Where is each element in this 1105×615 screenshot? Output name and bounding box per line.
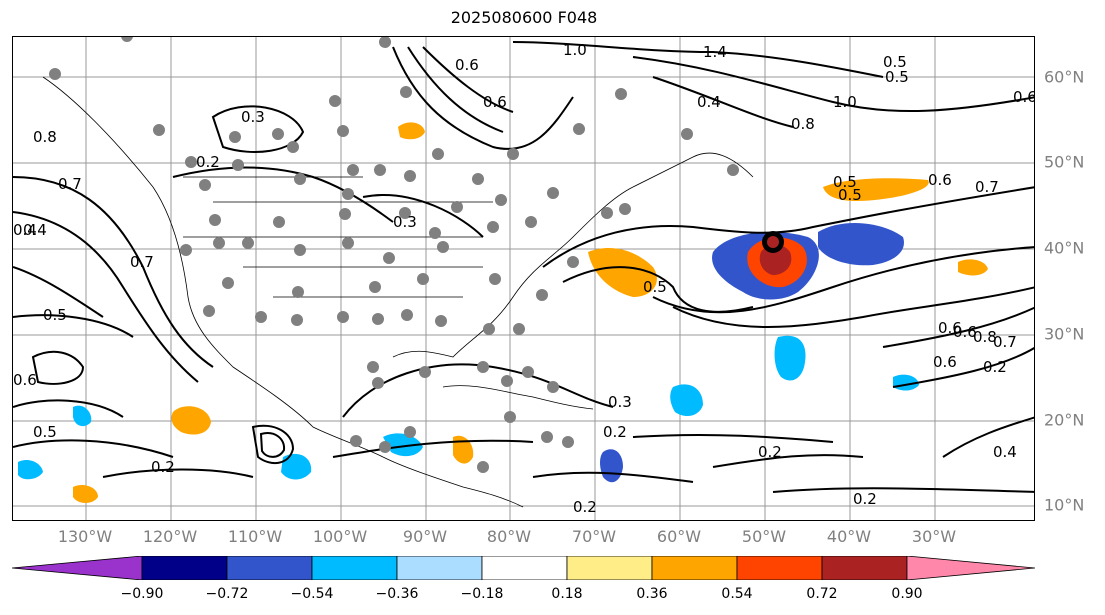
contour-label: 0.3 <box>393 213 417 231</box>
colorbar <box>12 556 1035 580</box>
lon-label: 100°W <box>312 527 368 546</box>
contour-label: 0.7 <box>975 178 999 196</box>
lon-label: 30°W <box>911 527 957 546</box>
contour-label: 0.8 <box>791 115 815 133</box>
contour-label: 0.2 <box>758 443 782 461</box>
coastlines <box>42 76 754 508</box>
colorbar-segment <box>311 556 398 580</box>
colorbar-segment <box>651 556 738 580</box>
contour-label: 0.6 <box>928 171 952 189</box>
colorbar-tick-label: 0.90 <box>891 586 923 602</box>
contour-label: 0.5 <box>833 173 857 191</box>
contour-label: 0.6 <box>13 371 37 389</box>
lon-label: 40°W <box>826 527 872 546</box>
lon-label: 120°W <box>142 527 198 546</box>
lon-label: 130°W <box>57 527 113 546</box>
contour-label: 0.3 <box>241 108 265 126</box>
lat-label: 10°N <box>1044 495 1085 515</box>
contour-label: 0.2 <box>853 490 877 508</box>
lon-label: 70°W <box>571 527 617 546</box>
colorbar-segment <box>906 556 1035 580</box>
contour-label: 0.2 <box>151 458 175 476</box>
map-canvas: 0.5 0.6 0.7 1.0 1.4 0.8 0.3 0.4 0.2 0.5 … <box>13 37 1035 520</box>
contour-label: 0.2 <box>573 498 597 516</box>
contour-label: 0.7 <box>58 175 82 193</box>
lat-label: 60°N <box>1044 67 1085 87</box>
colorbar-segment <box>226 556 313 580</box>
colorbar-segment <box>736 556 823 580</box>
colorbar-tick-label: 0.72 <box>806 586 838 602</box>
contour-label: 1.0 <box>833 93 857 111</box>
lat-label: 40°N <box>1044 238 1085 258</box>
contour-label: 0.8 <box>973 328 997 346</box>
lon-label: 50°W <box>741 527 787 546</box>
contour-label: 0.6 <box>1013 88 1035 106</box>
contour-label: 0.5 <box>33 423 57 441</box>
lon-label: 110°W <box>227 527 283 546</box>
colorbar-tick-label: 0.54 <box>721 586 753 602</box>
contour-label: 0.2 <box>196 153 220 171</box>
contour-lines <box>13 41 1034 493</box>
colorbar-segment <box>141 556 228 580</box>
station-markers <box>49 37 739 473</box>
colorbar-tick-label: −0.54 <box>290 586 334 602</box>
colorbar-tick-label: −0.18 <box>460 586 504 602</box>
contour-label: 0.6 <box>938 319 962 337</box>
colorbar-tick-label: −0.90 <box>120 586 164 602</box>
contour-label: 0.5 <box>883 53 907 71</box>
contour-label: 0.6 <box>455 56 479 74</box>
colorbar-segment <box>821 556 908 580</box>
contour-label: 0.7 <box>130 253 154 271</box>
lon-label: 60°W <box>656 527 702 546</box>
cyclone-center <box>762 231 784 253</box>
contour-label: 0.5 <box>643 278 667 296</box>
contour-label: 0.3 <box>608 393 632 411</box>
lon-label: 90°W <box>402 527 448 546</box>
contour-label: 0.2 <box>983 358 1007 376</box>
colorbar-segment <box>481 556 568 580</box>
colorbar-tick-label: −0.72 <box>205 586 249 602</box>
contour-label: 0.5 <box>43 306 67 324</box>
contour-label: 0.6 <box>483 93 507 111</box>
contour-label: 0.2 <box>603 423 627 441</box>
lat-label: 30°N <box>1044 324 1085 344</box>
colorbar-segment <box>396 556 483 580</box>
colorbar-tick-label: 0.18 <box>551 586 583 602</box>
contour-label: 1.4 <box>703 43 727 61</box>
colorbar-segment <box>566 556 653 580</box>
contour-label: 0.4 <box>993 443 1017 461</box>
contour-label: 0.5 <box>838 186 862 204</box>
contour-value-labels: 0.5 0.6 0.7 1.0 1.4 0.8 0.3 0.4 0.2 0.5 … <box>13 41 1035 516</box>
map-panel[interactable]: 0.5 0.6 0.7 1.0 1.4 0.8 0.3 0.4 0.2 0.5 … <box>12 36 1035 521</box>
contour-label: 0.8 <box>33 128 57 146</box>
contour-label: 0.4 <box>697 93 721 111</box>
colorbar-tick-label: 0.36 <box>636 586 668 602</box>
lat-label: 50°N <box>1044 152 1085 172</box>
contour-label: 0.5 <box>885 68 909 86</box>
lat-label: 20°N <box>1044 410 1085 430</box>
shaded-anomalies <box>18 122 988 503</box>
contour-label: 0.4 <box>13 221 37 239</box>
contour-label: 0.6 <box>953 323 977 341</box>
contour-label: 0.6 <box>933 353 957 371</box>
contour-label: 1.0 <box>563 41 587 59</box>
plot-title: 2025080600 F048 <box>450 8 598 27</box>
contour-label: 0.4 <box>23 221 47 239</box>
lon-label: 80°W <box>486 527 532 546</box>
contour-label: 0.7 <box>993 333 1017 351</box>
colorbar-segment <box>12 556 143 580</box>
colorbar-tick-label: −0.36 <box>375 586 419 602</box>
